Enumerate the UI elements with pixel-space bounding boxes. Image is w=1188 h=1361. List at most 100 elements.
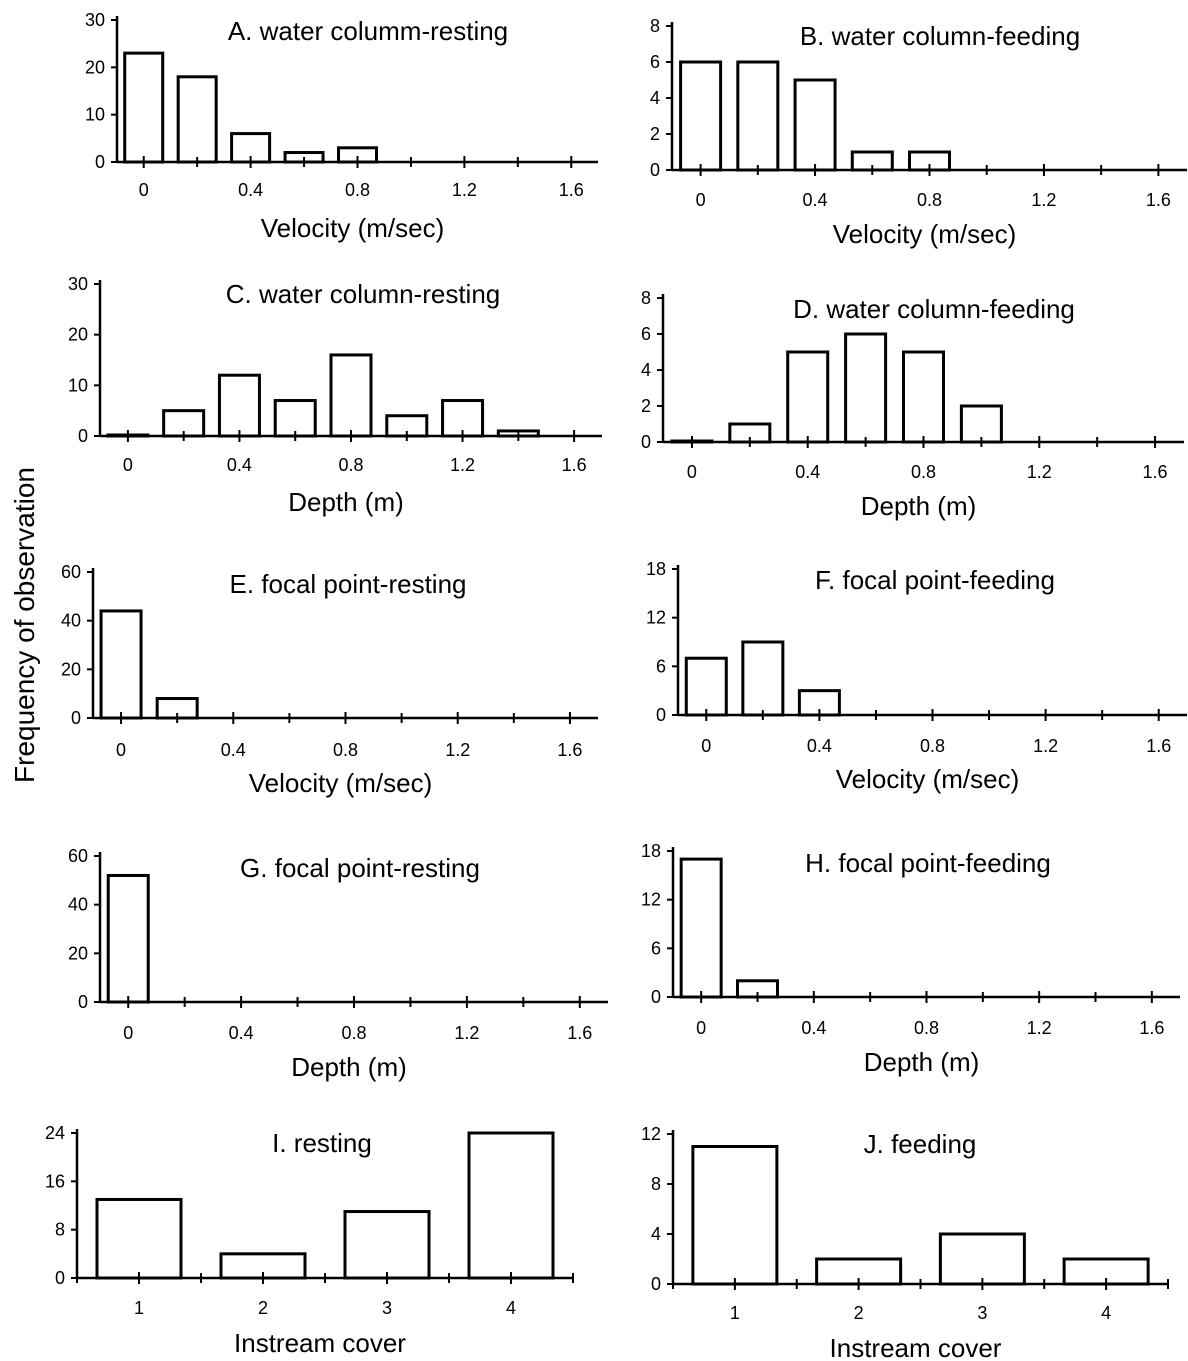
x-tick-label: 1.2: [450, 455, 475, 475]
y-tick-label: 12: [641, 1124, 661, 1144]
bar: [217, 373, 261, 438]
y-tick-label: 24: [45, 1123, 65, 1143]
y-tick-label: 40: [61, 611, 81, 631]
bar: [938, 1232, 1026, 1286]
bar: [329, 353, 373, 438]
x-tick-label: 1.2: [1031, 190, 1056, 210]
y-tick-label: 12: [646, 608, 666, 628]
y-tick-label: 16: [45, 1171, 65, 1191]
x-axis-label: Depth (m): [291, 1052, 407, 1082]
x-tick-label: 0.4: [227, 455, 252, 475]
x-tick-label: 2: [258, 1298, 268, 1318]
x-tick-label: 0: [116, 740, 126, 760]
y-tick-label: 10: [85, 105, 105, 125]
x-tick-label: 0.4: [807, 736, 832, 756]
x-tick-label: 0.4: [803, 190, 828, 210]
panel-i: 0 8 16 24 1 2 3 4 I. resting Instream cover: [45, 1123, 574, 1358]
x-tick-label: 0.8: [345, 180, 370, 200]
y-tick-label: 60: [61, 562, 81, 582]
panel-title: C. water column-resting: [226, 279, 501, 309]
y-tick-label: 0: [641, 432, 651, 452]
x-axis-label: Velocity (m/sec): [249, 768, 433, 798]
x-tick-label: 0: [696, 1018, 706, 1038]
y-tick-label: 0: [55, 1268, 65, 1288]
x-tick-label: 1.6: [1146, 736, 1171, 756]
x-tick-label: 1.6: [567, 1023, 592, 1043]
x-tick-label: 1.6: [557, 740, 582, 760]
y-tick-label: 4: [641, 360, 651, 380]
y-tick-label: 20: [85, 57, 105, 77]
bar: [106, 873, 150, 1004]
x-tick-label: 1.6: [1146, 190, 1171, 210]
y-tick-label: 0: [656, 705, 666, 725]
panel-title: A. water columm-resting: [228, 16, 508, 46]
x-tick-label: 0.8: [333, 740, 358, 760]
y-tick-label: 8: [55, 1220, 65, 1240]
x-axis-label: Velocity (m/sec): [833, 219, 1017, 249]
y-tick-label: 8: [641, 288, 651, 308]
x-tick-label: 0: [696, 190, 706, 210]
y-tick-label: 4: [651, 1224, 661, 1244]
y-tick-label: 0: [651, 1274, 661, 1294]
x-tick-label: 0.4: [221, 740, 246, 760]
panel-title: F. focal point-feeding: [815, 565, 1055, 595]
x-tick-label: 2: [854, 1303, 864, 1323]
y-tick-label: 18: [646, 559, 666, 579]
panel-f: 0 6 12 18 0 0.4 0.8 1.2 1.6 F. focal point-feedin…: [646, 559, 1187, 794]
y-tick-label: 6: [650, 52, 660, 72]
panel-e: 0 20 40 60 0 0.4 0.8 1.2 1.6 E. focal point-resti…: [61, 562, 598, 798]
bar: [99, 609, 143, 720]
y-tick-label: 18: [641, 841, 661, 861]
y-tick-label: 0: [78, 426, 88, 446]
bar: [786, 350, 830, 444]
panel-title: H. focal point-feeding: [805, 848, 1051, 878]
x-tick-label: 3: [382, 1298, 392, 1318]
x-tick-label: 1.2: [1027, 1018, 1052, 1038]
bar: [273, 399, 317, 438]
y-tick-label: 30: [68, 274, 88, 294]
bar: [902, 350, 945, 444]
x-tick-label: 0.8: [917, 190, 942, 210]
x-tick-label: 0.8: [341, 1023, 366, 1043]
x-tick-label: 0: [687, 462, 697, 482]
panel-b: 0 2 4 6 8 0 0.4 0.8 1.2 1.6 B. water column-feedin…: [650, 16, 1187, 249]
x-axis-label: Depth (m): [864, 1047, 980, 1077]
y-tick-label: 20: [68, 943, 88, 963]
bar: [959, 404, 1003, 444]
x-tick-label: 1.6: [1139, 1018, 1164, 1038]
panel-title: D. water column-feeding: [793, 294, 1075, 324]
x-tick-label: 0: [701, 736, 711, 756]
y-tick-label: 0: [650, 160, 660, 180]
x-tick-label: 1.2: [445, 740, 470, 760]
x-tick-label: 3: [977, 1303, 987, 1323]
x-tick-label: 0: [139, 180, 149, 200]
y-tick-label: 2: [650, 124, 660, 144]
y-tick-label: 6: [641, 324, 651, 344]
x-tick-label: 0: [123, 455, 133, 475]
x-axis-label: Instream cover: [830, 1333, 1002, 1361]
y-tick-label: 0: [651, 987, 661, 1007]
x-tick-label: 0.8: [920, 736, 945, 756]
x-tick-label: 4: [1101, 1303, 1111, 1323]
x-tick-label: 1.6: [562, 455, 587, 475]
y-tick-label: 8: [651, 1174, 661, 1194]
panel-title: B. water column-feeding: [800, 21, 1080, 51]
bar: [467, 1131, 555, 1280]
bar: [793, 78, 837, 172]
x-tick-label: 0.4: [229, 1023, 254, 1043]
y-tick-label: 30: [85, 10, 105, 30]
y-tick-label: 10: [68, 375, 88, 395]
x-tick-label: 1.2: [1033, 736, 1058, 756]
x-tick-label: 0.4: [238, 180, 263, 200]
bar: [691, 1145, 779, 1286]
panel-title: I. resting: [272, 1128, 372, 1158]
x-tick-label: 1.2: [452, 180, 477, 200]
global-y-axis-label: Frequency of observation: [9, 467, 40, 783]
y-tick-label: 0: [78, 992, 88, 1012]
x-tick-label: 4: [506, 1298, 516, 1318]
panel-h: 0 6 12 18 0 0.4 0.8 1.2 1.6 H. focal point-feedin…: [641, 841, 1180, 1077]
bar: [679, 857, 723, 999]
x-axis-label: Velocity (m/sec): [836, 764, 1020, 794]
